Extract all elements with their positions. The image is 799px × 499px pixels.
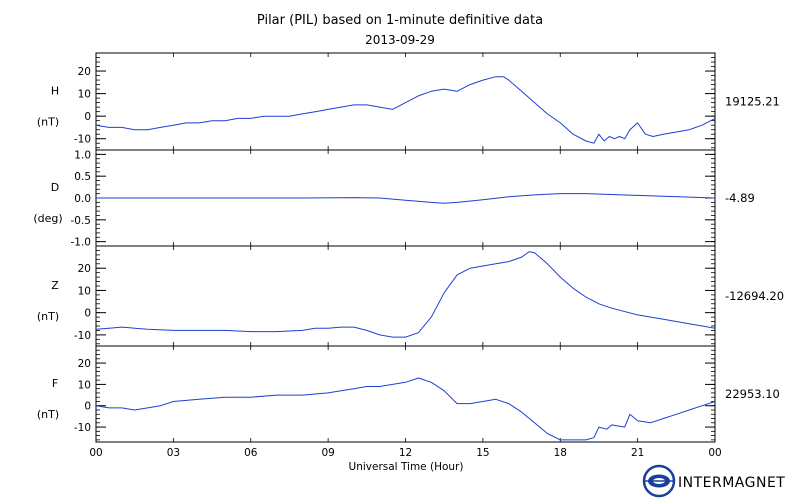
panel-frame <box>95 345 716 443</box>
series-line-f <box>95 377 716 441</box>
series-line-h <box>95 76 716 144</box>
y-tick-label: -10 <box>74 134 91 146</box>
panel-frame <box>95 245 716 347</box>
panels: -10 0 10 20 H (nT) 19125.21 -1.0 -0.5 0.0 0.5 1.0 D (… <box>33 52 784 443</box>
panel-f: -10 0 10 20 F (nT) 22953.10 <box>37 345 780 443</box>
y-tick-label: 20 <box>78 263 91 275</box>
brand-name: INTERMAGNET <box>678 475 785 491</box>
unit-label: (deg) <box>33 212 62 225</box>
panel-d: -1.0 -0.5 0.0 0.5 1.0 D (deg) -4.89 <box>33 149 754 248</box>
y-tick-label: 10 <box>78 285 91 297</box>
component-label: F <box>52 377 58 390</box>
x-tick-label: 12 <box>399 447 412 459</box>
y-tick-label: 10 <box>78 89 91 101</box>
unit-label: (nT) <box>37 408 59 421</box>
x-tick-label: 09 <box>321 447 334 459</box>
unit-label: (nT) <box>37 116 59 129</box>
globe-icon <box>642 464 676 498</box>
y-tick-label: 1.0 <box>74 149 91 161</box>
component-label: D <box>51 181 59 194</box>
x-axis-label: Universal Time (Hour) <box>349 461 464 473</box>
panel-h: -10 0 10 20 H (nT) 19125.21 <box>37 52 780 151</box>
baseline-value: -12694.20 <box>725 289 784 303</box>
x-tick-label: 03 <box>167 447 180 459</box>
y-tick-label: 0.5 <box>74 171 91 183</box>
y-tick-label: 10 <box>78 379 91 391</box>
x-tick-label: 00 <box>89 447 102 459</box>
component-label: H <box>51 85 59 98</box>
y-tick-label: -1.0 <box>71 237 92 249</box>
y-tick-label: 20 <box>78 66 91 78</box>
unit-label: (nT) <box>37 310 59 323</box>
y-tick-label: -10 <box>74 330 91 342</box>
baseline-value: 19125.21 <box>725 95 780 109</box>
panel-frame <box>95 52 716 151</box>
y-tick-label: 0.0 <box>74 193 91 205</box>
y-tick-label: -10 <box>74 422 91 434</box>
chart-title: Pilar (PIL) based on 1-minute definitive… <box>257 13 543 28</box>
intermagnet-logo: INTERMAGNET <box>642 464 785 498</box>
x-tick-label: 06 <box>244 447 258 459</box>
component-label: Z <box>51 279 59 292</box>
baseline-value: 22953.10 <box>725 387 780 401</box>
y-tick-label: 0 <box>84 401 91 413</box>
x-tick-label: 21 <box>631 447 644 459</box>
series-line-d <box>96 193 716 204</box>
x-tick-label: 15 <box>476 447 489 459</box>
chart-subtitle: 2013-09-29 <box>365 33 435 47</box>
y-tick-label: -0.5 <box>71 215 92 227</box>
x-axis: 00 03 06 09 12 15 18 21 00 <box>89 447 721 459</box>
panel-z: -10 0 10 20 Z (nT) -12694.20 <box>37 245 784 347</box>
y-tick-label: 0 <box>84 308 91 320</box>
series-line-z <box>95 251 716 338</box>
y-tick-label: 20 <box>78 358 91 370</box>
y-tick-label: 0 <box>84 111 91 123</box>
x-tick-label: 00 <box>708 447 721 459</box>
baseline-value: -4.89 <box>725 191 755 205</box>
x-tick-label: 18 <box>554 447 567 459</box>
